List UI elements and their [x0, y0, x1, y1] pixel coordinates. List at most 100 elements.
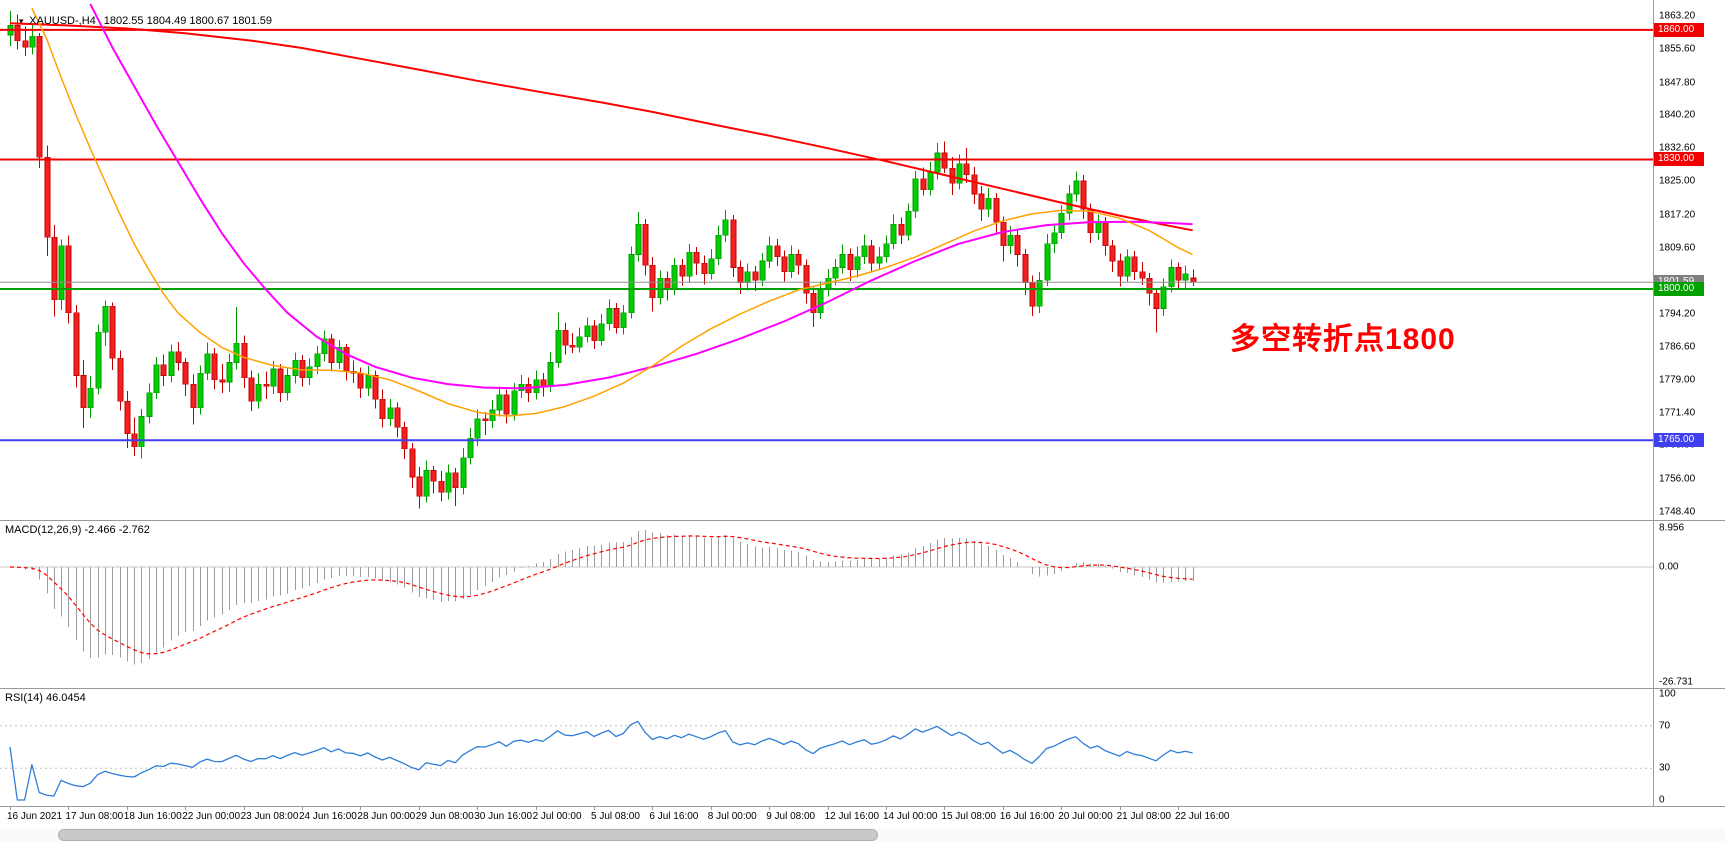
- price-axis[interactable]: 1863.20 1855.60 1847.80 1840.20 1832.60 1825.…: [1653, 0, 1725, 520]
- candle: [730, 215, 737, 277]
- candle: [525, 377, 532, 402]
- candle: [51, 225, 58, 317]
- time-label: 18 Jun 16:00: [123, 811, 182, 822]
- candle: [65, 235, 72, 324]
- time-label: 23 Jun 08:00: [240, 811, 299, 822]
- panel-separator[interactable]: [0, 688, 1725, 689]
- candle: [657, 270, 664, 305]
- candle: [1000, 216, 1007, 262]
- candle: [533, 370, 540, 400]
- candle: [708, 248, 715, 280]
- macd-panel-plot[interactable]: [0, 521, 1653, 688]
- candle: [1073, 171, 1080, 202]
- candle: [95, 324, 102, 395]
- time-label: 2 Jul 00:00: [532, 811, 582, 822]
- symbol-timeframe-label: XAUUSD-,H4: [29, 15, 96, 27]
- candle: [306, 358, 313, 385]
- candle: [438, 470, 445, 502]
- candle: [343, 343, 350, 381]
- candle: [503, 389, 510, 424]
- time-label: 14 Jul 00:00: [883, 811, 938, 822]
- candle: [328, 333, 335, 372]
- candle: [87, 375, 94, 419]
- price-tick: 1809.60: [1659, 242, 1696, 254]
- time-label: 20 Jul 00:00: [1058, 811, 1113, 822]
- time-tick: [302, 806, 303, 810]
- candle: [263, 371, 270, 399]
- candle: [430, 465, 437, 494]
- candle: [752, 266, 759, 291]
- candle: [985, 187, 992, 217]
- candle: [1175, 262, 1182, 290]
- candle: [211, 347, 218, 390]
- candle: [920, 167, 927, 196]
- candle: [452, 467, 459, 506]
- scrollbar-thumb[interactable]: [58, 829, 878, 841]
- candle: [109, 302, 116, 370]
- candle: [36, 32, 43, 169]
- time-axis[interactable]: 16 Jun 2021 17 Jun 08:00 18 Jun 16:00 22 Ju…: [0, 806, 1725, 828]
- candle: [598, 314, 605, 346]
- candle: [591, 320, 598, 350]
- candle: [978, 185, 985, 221]
- rsi-panel-plot[interactable]: [0, 689, 1653, 806]
- candle: [73, 305, 80, 388]
- time-label: 28 Jun 00:00: [357, 811, 416, 822]
- candle: [44, 145, 51, 256]
- candle: [379, 389, 386, 428]
- horizontal-scrollbar[interactable]: [0, 828, 1725, 842]
- candle: [890, 214, 897, 249]
- candle: [1117, 253, 1124, 287]
- time-tick: [827, 806, 829, 810]
- candle: [394, 402, 401, 438]
- time-tick: [535, 806, 537, 810]
- macd-scale-label: 0.00: [1659, 561, 1679, 573]
- price-tick: 1840.20: [1659, 109, 1696, 121]
- time-tick: [1061, 806, 1063, 810]
- price-tick: 1863.20: [1659, 10, 1696, 22]
- candle: [1036, 272, 1043, 313]
- candle: [927, 162, 934, 196]
- ma-mid-magenta: [89, 3, 1193, 390]
- candle: [233, 307, 240, 370]
- candle: [679, 259, 686, 286]
- rsi-axis[interactable]: 100 70 30 0: [1653, 689, 1725, 806]
- one-click-trading-icon[interactable]: ▼: [17, 17, 26, 26]
- candle: [993, 193, 1000, 234]
- candle: [1182, 265, 1189, 288]
- candle: [1051, 223, 1058, 254]
- candle: [868, 240, 875, 271]
- chart-annotation-text: 多空转折点1800: [1230, 323, 1456, 356]
- candle: [153, 356, 160, 400]
- time-label: 21 Jul 08:00: [1116, 811, 1172, 822]
- panel-separator[interactable]: [0, 520, 1725, 521]
- time-label: 15 Jul 08:00: [941, 811, 996, 822]
- candle: [182, 357, 189, 396]
- candle: [883, 235, 890, 263]
- candle: [854, 246, 861, 278]
- candle: [467, 428, 474, 465]
- price-chart-plot[interactable]: [0, 0, 1653, 520]
- time-label: 29 Jun 08:00: [415, 811, 474, 822]
- candle: [839, 244, 846, 274]
- time-label: 5 Jul 08:00: [591, 811, 640, 822]
- price-tick: 1794.20: [1659, 308, 1696, 320]
- candle: [321, 330, 328, 362]
- candle: [642, 219, 649, 276]
- price-tick: 1855.60: [1659, 43, 1696, 55]
- candle: [1095, 214, 1102, 240]
- candle: [409, 442, 416, 489]
- candle: [774, 238, 781, 267]
- candle: [847, 248, 854, 281]
- candle: [971, 166, 978, 204]
- price-label-resistance-1860: 1860.00: [1654, 22, 1704, 37]
- candle: [204, 342, 211, 381]
- macd-axis[interactable]: 8.956 0.00 -26.731: [1653, 521, 1725, 688]
- candle: [584, 317, 591, 343]
- candle: [226, 353, 233, 392]
- price-tick: 1847.80: [1659, 77, 1696, 89]
- candle: [1080, 174, 1087, 220]
- candle: [941, 141, 948, 173]
- price-axis-separator: [1653, 0, 1654, 806]
- candle: [518, 375, 525, 398]
